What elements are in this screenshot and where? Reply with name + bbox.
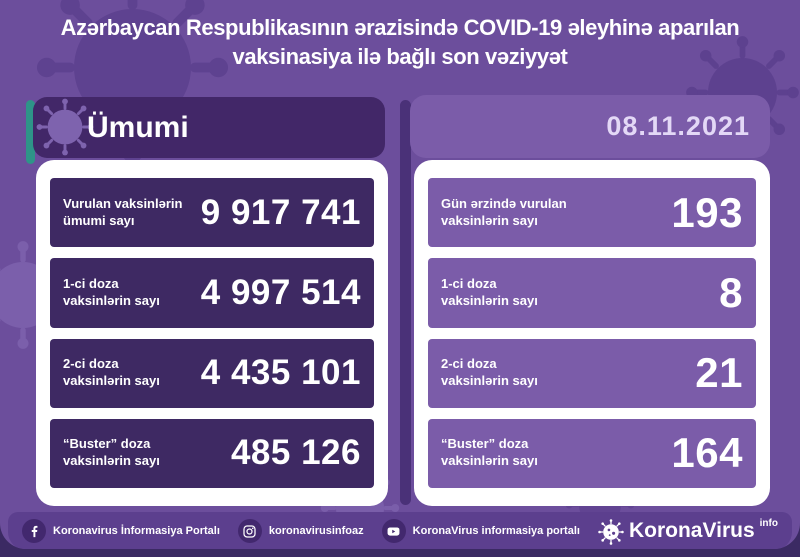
stat-row-daily-total: Gün ərzində vurulan vaksinlərin sayı 193 [428, 178, 756, 248]
total-panel-header: Ümumi [33, 97, 385, 158]
youtube-icon [381, 519, 406, 543]
footer-youtube: KoronaVirus informasiya portalı [381, 519, 580, 543]
stat-row-total-vaccines: Vurulan vaksinlərin ümumi sayı 9 917 741 [50, 178, 374, 248]
stat-value: 193 [671, 188, 743, 236]
stat-label: 1-ci doza vaksinlərin sayı [63, 275, 160, 308]
stat-row-daily-booster-dose: “Buster” doza vaksinlərin sayı 164 [428, 418, 756, 488]
stat-row-daily-first-dose: 1-ci doza vaksinlərin sayı 8 [428, 258, 756, 328]
virus-icon [598, 518, 624, 545]
stat-row-second-dose: 2-ci doza vaksinlərin sayı 4 435 101 [50, 338, 374, 408]
footer-bar: Koronavirus İnformasiya Portalı koronavi… [8, 512, 792, 549]
stat-label: 2-ci doza vaksinlərin sayı [441, 356, 538, 389]
instagram-icon [237, 519, 262, 543]
stat-row-daily-second-dose: 2-ci doza vaksinlərin sayı 21 [428, 338, 756, 408]
footer-facebook: Koronavirus İnformasiya Portalı [22, 519, 220, 543]
stat-label: 1-ci doza vaksinlərin sayı [441, 275, 538, 308]
stat-value: 4 997 514 [200, 272, 361, 312]
stat-label: Gün ərzində vurulan vaksinlərin sayı [441, 195, 567, 228]
stat-value: 4 435 101 [200, 353, 361, 393]
stat-value: 21 [695, 349, 743, 397]
daily-panel-header: 08.11.2021 [410, 95, 770, 158]
page-title-line-2: vaksinasiya ilə bağlı son vəziyyət [232, 44, 568, 70]
virus-icon [36, 98, 94, 156]
stat-value: 9 917 741 [200, 192, 361, 232]
teal-accent-strip [26, 100, 35, 164]
logo-superscript: info [759, 517, 778, 529]
logo-text: KoronaVirus [628, 518, 755, 542]
page-title-line-1: Azərbaycan Respublikasının ərazisində CO… [60, 15, 740, 40]
facebook-label: Koronavirus İnformasiya Portalı [53, 525, 220, 537]
stat-label: 2-ci doza vaksinlərin sayı [63, 356, 160, 389]
date-label: 08.11.2021 [606, 111, 750, 141]
instagram-label: koronavirusinfoaz [268, 525, 364, 537]
stat-label: “Buster” doza vaksinlərin sayı [63, 436, 160, 469]
facebook-icon [22, 519, 46, 543]
stat-label: “Buster” doza vaksinlərin sayı [441, 436, 538, 469]
stat-value: 164 [671, 429, 743, 477]
total-stats-card: Vurulan vaksinlərin ümumi sayı 9 917 741… [36, 160, 388, 506]
youtube-label: KoronaVirus informasiya portalı [412, 525, 580, 537]
page-title: Azərbaycan Respublikasının ərazisində CO… [0, 13, 800, 71]
stat-row-first-dose: 1-ci doza vaksinlərin sayı 4 997 514 [50, 258, 374, 328]
koronavirus-info-logo: KoronaVirus info [598, 518, 778, 545]
stat-value: 485 126 [230, 433, 361, 473]
stat-label: Vurulan vaksinlərin ümumi sayı [63, 195, 183, 228]
stat-row-booster-dose: “Buster” doza vaksinlərin sayı 485 126 [50, 418, 374, 488]
daily-stats-card: Gün ərzində vurulan vaksinlərin sayı 193… [414, 160, 770, 506]
footer-instagram: koronavirusinfoaz [237, 519, 364, 543]
stat-value: 8 [719, 268, 743, 316]
total-panel-title: Ümumi [87, 111, 189, 144]
purple-accent-strip [400, 100, 411, 505]
